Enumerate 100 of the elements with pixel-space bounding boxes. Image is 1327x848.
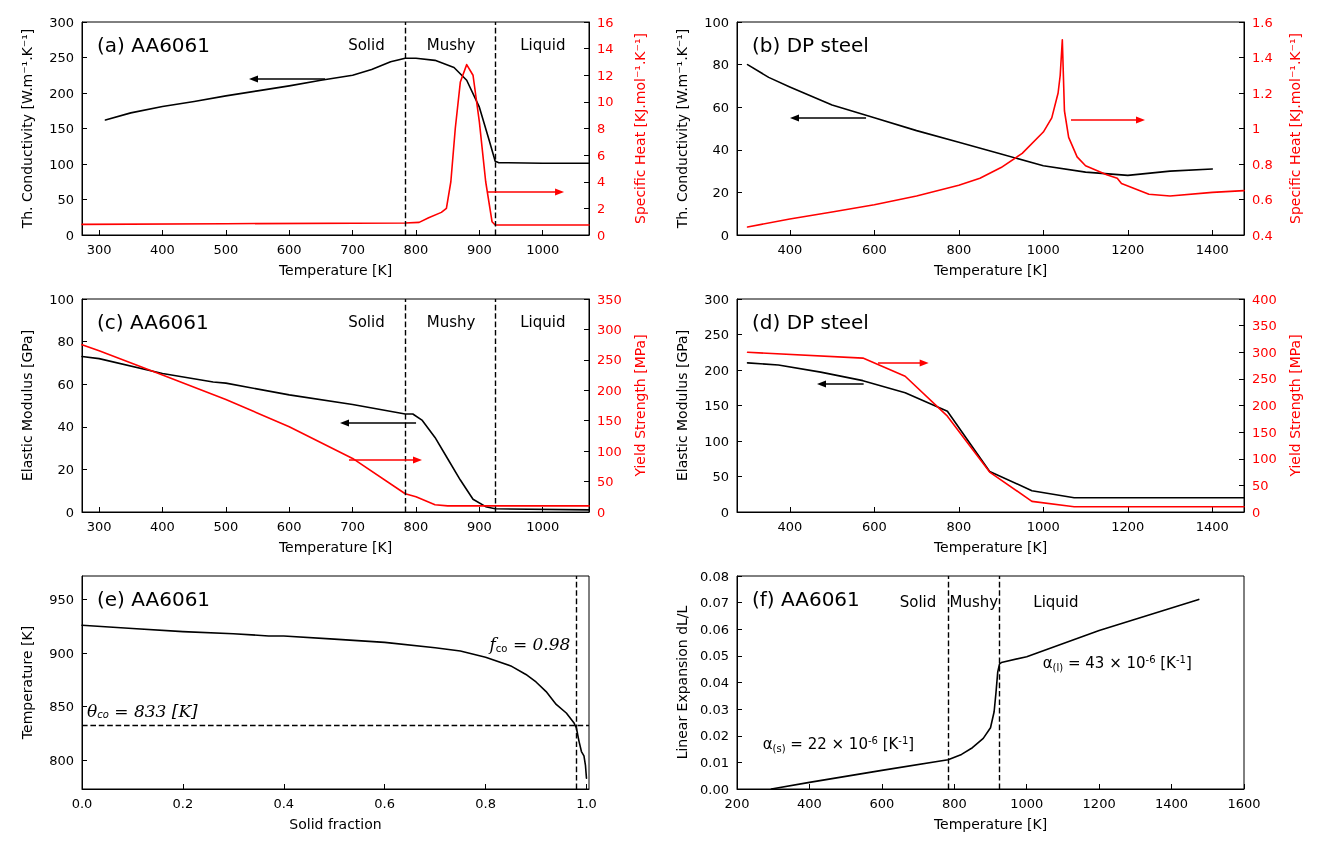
y-axis-title: Elastic Modulus [GPa] [19,329,35,482]
x-tick-label: 1000 [1026,519,1060,534]
y-tick-label: 0.00 [700,781,729,797]
x-tick-label: 600 [861,242,887,257]
y2-tick-label: 1 [1252,121,1261,136]
y-tick-label: 850 [49,699,74,715]
x-tick-label: 1000 [526,242,560,257]
annotation: Liquid [520,35,566,54]
x-tick-label: 1000 [1010,796,1044,811]
y2-axis-title: Specific Heat [KJ.mol⁻¹.K⁻¹] [632,32,648,225]
y-tick-label: 0.07 [700,595,729,611]
y-axis-title: Temperature [K] [19,625,35,741]
annotation: Mushy [426,35,476,54]
y2-tick-label: 1.2 [1252,85,1273,101]
y-tick-label: 100 [704,14,729,30]
annotation: Solid [899,592,937,611]
x-tick-label: 500 [213,242,239,257]
y-tick-label: 60 [57,376,74,392]
y-tick-label: 0 [720,504,729,520]
x-tick-label: 800 [946,242,972,257]
y-tick-label: 0 [720,227,729,243]
x-tick-label: 800 [403,242,429,257]
y2-tick-label: 150 [1252,424,1277,440]
x-tick-label: 600 [276,519,302,534]
x-tick-label: 0.4 [273,796,295,811]
x-tick-label: 1000 [1026,242,1060,257]
text: (d) DP steel [752,310,869,334]
x-tick-label: 800 [941,796,967,811]
y-tick-label: 20 [57,461,74,477]
x-tick-label: 800 [946,519,972,534]
y-axis-title: Th. Conductivity [W.m⁻¹.K⁻¹] [19,28,35,230]
x-axis-title: Solid fraction [289,816,382,832]
x-tick-label: 0.0 [71,796,93,811]
text: (e) AA6061 [97,587,211,611]
annotation: Solid [348,313,385,332]
y2-axis-title: Yield Strength [MPa] [632,334,648,478]
y-tick-label: 800 [49,752,74,768]
x-axis-title: Temperature [K] [932,539,1048,555]
y-tick-label: 50 [57,192,74,207]
x-tick-label: 400 [150,242,175,257]
x-tick-label: 900 [466,519,492,534]
text: (c) AA6061 [97,310,209,334]
ref-line-label: θco = 833 [K] [87,700,199,721]
x-tick-label: 600 [869,796,895,811]
x-tick-label: 400 [797,796,822,811]
x-tick-label: 1400 [1195,519,1229,534]
x-tick-label: 0.2 [172,796,194,811]
y-tick-label: 300 [704,291,729,307]
y2-tick-label: 12 [597,67,614,83]
y2-tick-label: 400 [1252,291,1277,307]
x-tick-label: 0.6 [374,796,396,811]
y-tick-label: 250 [704,327,729,342]
y-tick-label: 50 [712,469,729,484]
y-tick-label: 0 [65,227,74,243]
x-tick-label: 1200 [1082,796,1116,811]
y2-tick-label: 0.8 [1252,156,1273,172]
x-tick-label: 600 [276,242,302,257]
x-tick-label: 400 [777,242,803,257]
y2-tick-label: 0 [1252,504,1261,520]
y-tick-label: 200 [704,362,729,378]
y-tick-label: 100 [704,433,729,449]
x-tick-label: 300 [86,242,112,257]
y2-axis-title: Yield Strength [MPa] [1287,334,1303,478]
y2-tick-label: 50 [597,474,614,490]
x-tick-label: 700 [340,519,366,534]
y2-tick-label: 0.6 [1252,192,1273,207]
annotation: Liquid [1033,592,1079,611]
x-tick-label: 0.8 [475,796,496,811]
y-tick-label: 40 [712,142,729,158]
y-tick-label: 40 [57,419,74,435]
x-tick-label: 900 [466,242,492,257]
x-tick-label: 300 [86,519,112,534]
x-tick-label: 1400 [1155,796,1189,811]
y-tick-label: 0.01 [700,754,729,770]
y-tick-label: 0.04 [700,675,729,690]
y-tick-label: 100 [49,291,74,307]
y-tick-label: 300 [49,14,74,30]
x-tick-label: 400 [777,519,803,534]
y2-tick-label: 300 [1252,344,1277,360]
y2-tick-label: 1.4 [1252,50,1273,65]
y-tick-label: 100 [49,156,74,172]
y-tick-label: 20 [712,184,729,200]
y-tick-label: 250 [49,50,74,65]
x-tick-label: 1000 [526,519,560,534]
y-tick-label: 0 [65,504,74,520]
y-tick-label: 150 [49,121,74,136]
y2-tick-label: 4 [597,174,606,190]
x-tick-label: 700 [340,242,366,257]
y2-tick-label: 350 [1252,318,1277,334]
x-axis-title: Temperature [K] [277,262,393,278]
y2-tick-label: 200 [597,382,622,398]
y2-tick-label: 0 [597,504,606,520]
y-axis-title: Th. Conductivity [W.m⁻¹.K⁻¹] [674,28,690,230]
y-tick-label: 0.06 [700,621,729,637]
x-axis-title: Temperature [K] [277,539,393,555]
y2-tick-label: 1.6 [1252,14,1273,30]
y2-tick-label: 2 [597,200,606,216]
y-tick-label: 150 [704,398,729,413]
y2-tick-label: 250 [1252,371,1277,387]
x-tick-label: 1200 [1111,242,1145,257]
